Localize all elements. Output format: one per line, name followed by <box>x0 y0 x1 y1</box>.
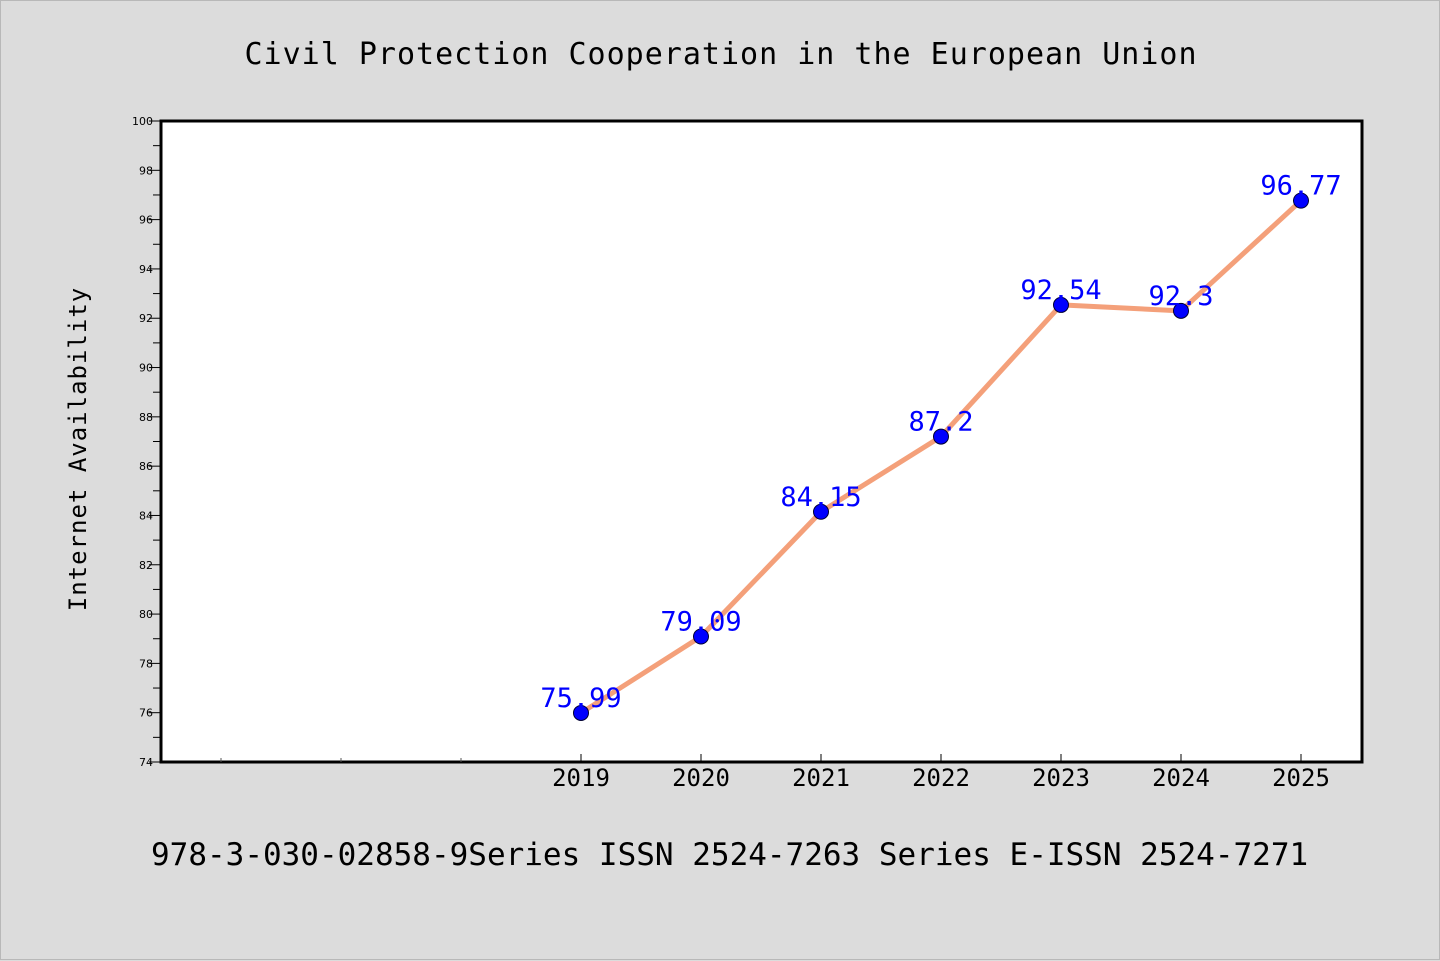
x-tick-label: 2022 <box>912 764 970 792</box>
y-tick-label: 94 <box>139 263 153 276</box>
y-tick-label: 76 <box>139 707 153 720</box>
data-label: 75.99 <box>540 683 621 714</box>
y-tick-label: 86 <box>139 460 153 473</box>
chart-title: Civil Protection Cooperation in the Euro… <box>244 37 1197 72</box>
y-axis-label: Internet Availability <box>64 287 92 611</box>
x-tick-label: 2023 <box>1032 764 1090 792</box>
plot-area <box>159 119 1364 764</box>
data-label: 79.09 <box>660 607 741 638</box>
data-label: 87.2 <box>908 407 973 438</box>
data-point <box>573 704 589 721</box>
data-point <box>813 503 829 520</box>
x-tick-label: 2025 <box>1272 764 1330 792</box>
data-labels: 75.99 79.09 84.15 87.2 92.54 92.3 96.77 <box>540 171 1341 714</box>
footer-isbn-text: 978-3-030-02858-9Series ISSN 2524-7263 S… <box>151 837 1308 873</box>
x-tick-label: 2019 <box>552 764 610 792</box>
data-label: 84.15 <box>780 482 861 513</box>
y-tick-label: 80 <box>139 608 153 621</box>
series-markers <box>573 192 1309 721</box>
data-point <box>1053 296 1069 313</box>
x-tick-label: 2021 <box>792 764 850 792</box>
data-point <box>1293 192 1309 209</box>
data-label: 92.54 <box>1020 275 1101 306</box>
x-tick-label: 2024 <box>1152 764 1210 792</box>
y-tick-label: 84 <box>139 509 153 522</box>
data-label: 96.77 <box>1260 171 1341 202</box>
y-tick-label: 96 <box>139 214 153 227</box>
data-point <box>1173 302 1189 319</box>
y-tick-label: 74 <box>139 756 153 769</box>
data-label: 92.3 <box>1148 281 1213 312</box>
y-tick-label: 88 <box>139 411 153 424</box>
y-tick-label: 98 <box>139 164 153 177</box>
y-tick-label: 100 <box>132 115 153 128</box>
y-axis-ticks: 74 76 78 80 82 84 86 88 90 92 94 96 98 100 <box>132 115 161 769</box>
x-tick-label: 2020 <box>672 764 730 792</box>
y-tick-label: 92 <box>139 312 153 325</box>
data-point <box>693 628 709 645</box>
data-point <box>933 428 949 445</box>
y-tick-label: 82 <box>139 559 153 572</box>
x-axis-ticks: 2019 2020 2021 2022 2023 2024 2025 <box>220 754 1330 792</box>
y-tick-label: 90 <box>139 362 153 375</box>
y-tick-label: 78 <box>139 657 153 670</box>
